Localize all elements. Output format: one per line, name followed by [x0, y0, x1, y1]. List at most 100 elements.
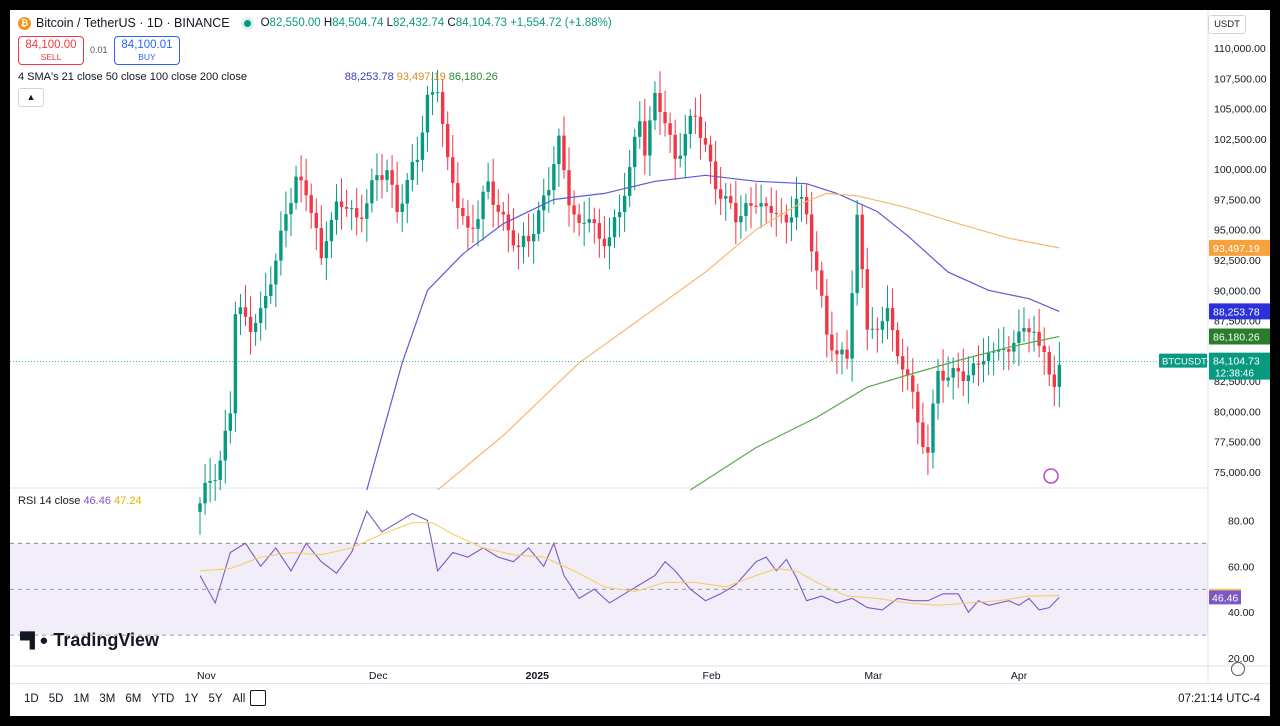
- candle-body: [572, 205, 576, 215]
- sell-price: 84,100.00: [25, 39, 77, 51]
- candle-body: [405, 179, 409, 204]
- candle-body: [445, 123, 450, 158]
- candle-body: [486, 181, 490, 192]
- candle-body: [385, 170, 389, 180]
- candle-body: [284, 214, 288, 231]
- rsi-tick-label: 40.00: [1228, 607, 1254, 619]
- time-tick-label: Dec: [369, 670, 388, 682]
- candle-body: [1012, 342, 1016, 352]
- candle-body: [678, 155, 682, 159]
- candle-body: [749, 203, 753, 206]
- candle-body: [698, 116, 703, 138]
- candle-body: [258, 308, 263, 323]
- countdown-tag: 12:38:46: [1215, 369, 1254, 380]
- candle-body: [521, 235, 526, 248]
- candle-body: [329, 219, 334, 242]
- candle-body: [653, 93, 657, 121]
- calendar-icon[interactable]: [250, 690, 266, 706]
- collapse-legend-button[interactable]: ▲: [18, 88, 44, 107]
- last-price-tag-bg: [1209, 352, 1270, 380]
- candle-body: [274, 260, 278, 285]
- candle-body: [794, 198, 799, 218]
- candle-body: [724, 196, 728, 199]
- period-button-3m[interactable]: 3M: [99, 693, 116, 705]
- sma50-tag-bg: [1209, 239, 1270, 256]
- sell-button[interactable]: 84,100.00 SELL: [18, 36, 84, 65]
- rsi-tick-label: 80.00: [1228, 515, 1254, 527]
- candle-body: [870, 328, 875, 330]
- period-button-6m[interactable]: 6M: [125, 693, 142, 705]
- candle-body: [339, 201, 344, 208]
- sma-legend[interactable]: 4 SMA's 21 close 50 close 100 close 200 …: [18, 71, 498, 83]
- rsi-legend[interactable]: RSI 14 close 46.46 47.24: [18, 495, 142, 507]
- rsi-tag-bg: [1209, 590, 1241, 605]
- candle-body: [279, 230, 283, 261]
- candle-body: [253, 322, 258, 332]
- candle-body: [319, 227, 324, 259]
- period-button-5d[interactable]: 5D: [48, 693, 64, 705]
- candle-body: [936, 370, 940, 404]
- sell-label: SELL: [40, 52, 62, 62]
- candle-body: [961, 371, 966, 382]
- candle-body: [900, 356, 905, 370]
- candle-body: [1017, 331, 1021, 343]
- period-button-all[interactable]: All: [232, 693, 246, 705]
- period-button-1y[interactable]: 1Y: [184, 693, 199, 705]
- time-tick-label: 2025: [526, 670, 550, 682]
- candle-body: [526, 235, 531, 242]
- candle-body: [769, 206, 773, 213]
- candle-body: [213, 479, 217, 481]
- bitcoin-icon: ₿: [18, 16, 31, 30]
- price-tick-label: 90,000.00: [1214, 285, 1261, 297]
- candle-body: [895, 330, 900, 357]
- sma50-tag: 93,497.19: [1213, 243, 1260, 255]
- candle-body: [607, 237, 612, 247]
- price-tick-label: 102,500.00: [1214, 134, 1267, 146]
- chart-canvas[interactable]: 110,000.00 107,500.00 105,000.00 102,500.00…: [10, 10, 1270, 683]
- candle-body: [739, 216, 743, 223]
- period-button-1m[interactable]: 1M: [73, 693, 90, 705]
- period-button-ytd[interactable]: YTD: [151, 693, 175, 705]
- candle-body: [536, 210, 541, 235]
- period-button-1d[interactable]: 1D: [24, 693, 39, 705]
- candle-body: [1047, 351, 1051, 375]
- chevron-up-icon: ▲: [26, 92, 36, 102]
- buy-price: 84,100.01: [121, 39, 173, 51]
- candle-body: [415, 159, 420, 162]
- buy-button[interactable]: 84,100.01 BUY: [114, 36, 180, 65]
- period-button-5y[interactable]: 5Y: [208, 693, 223, 705]
- candle-body: [496, 204, 500, 212]
- candle-body: [435, 92, 440, 94]
- candle-body: [693, 115, 698, 117]
- currency-select[interactable]: USDT: [1208, 15, 1246, 34]
- candle-body: [269, 284, 273, 296]
- candle-body: [552, 164, 556, 191]
- candle-body: [991, 351, 996, 353]
- candle-body: [835, 350, 839, 355]
- candle-body: [1022, 328, 1026, 332]
- chart-frame: 110,000.00 107,500.00 105,000.00 102,500.00…: [10, 10, 1270, 716]
- candle-body: [1027, 328, 1031, 333]
- symbol-tag-bg: [1159, 353, 1207, 368]
- candle-body: [602, 238, 607, 247]
- candle-body: [921, 422, 925, 448]
- candle-body: [370, 180, 374, 204]
- candle-body: [466, 216, 470, 228]
- candle-body: [926, 447, 930, 453]
- candle-body: [729, 196, 733, 203]
- candle-body: [334, 201, 339, 220]
- gear-icon[interactable]: [1231, 662, 1245, 676]
- candle-body: [638, 121, 642, 137]
- rsi-band: [10, 543, 1208, 636]
- candle-body: [314, 212, 318, 228]
- sma-line-2: [437, 192, 1060, 491]
- price-tick-label: 105,000.00: [1214, 104, 1267, 116]
- sma-line-1: [366, 174, 1060, 491]
- sma21-tag-bg: [1209, 303, 1270, 320]
- candle-body: [643, 121, 647, 156]
- clock[interactable]: 07:21:14 UTC-4: [1178, 693, 1260, 705]
- price-tick-label: 92,500.00: [1214, 255, 1261, 267]
- tradingview-logo[interactable]: ▀▌● TradingView: [20, 630, 159, 651]
- symbol-title[interactable]: Bitcoin / TetherUS · 1D · BINANCE: [36, 16, 230, 30]
- candle-body: [294, 176, 298, 203]
